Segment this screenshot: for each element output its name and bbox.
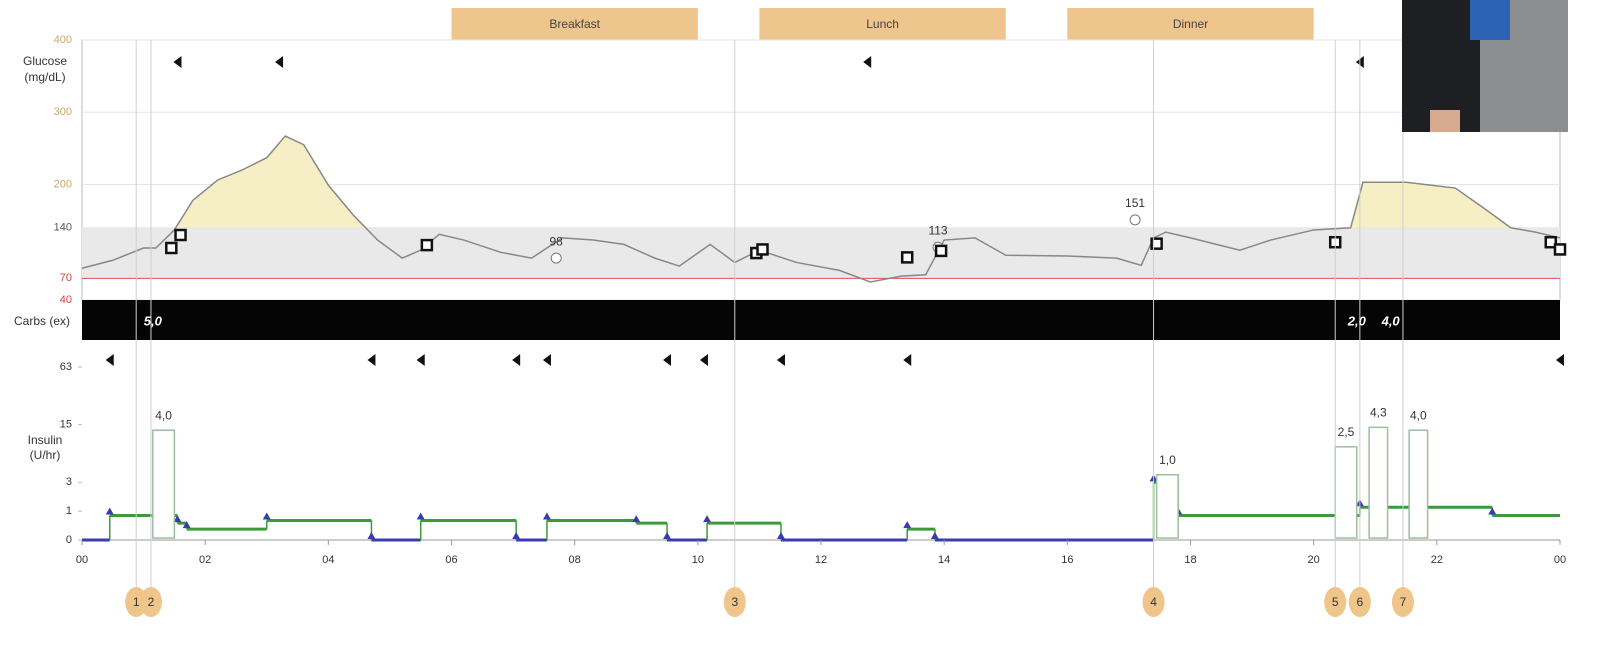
meter-reading bbox=[936, 246, 946, 256]
x-tick-label: 12 bbox=[815, 554, 827, 566]
bolus-label: 2,5 bbox=[1338, 425, 1355, 439]
basal-change-marker bbox=[367, 532, 375, 539]
event-marker bbox=[777, 354, 785, 366]
event-marker bbox=[663, 354, 671, 366]
basal-change-marker bbox=[512, 532, 520, 539]
x-tick-label: 18 bbox=[1184, 554, 1196, 566]
basal-change-marker bbox=[263, 512, 271, 519]
y-tick-label: 3 bbox=[66, 476, 72, 488]
event-marker bbox=[700, 354, 708, 366]
basal-change-marker bbox=[663, 532, 671, 539]
meter-reading bbox=[176, 230, 186, 240]
photo-inset bbox=[1402, 0, 1568, 132]
glucose-axis-label: Glucose bbox=[23, 54, 67, 68]
y-tick-label: 70 bbox=[60, 272, 72, 284]
x-tick-label: 16 bbox=[1061, 554, 1073, 566]
carb-label: 4,0 bbox=[1381, 313, 1401, 328]
reading-label: 98 bbox=[550, 234, 564, 248]
y-tick-label: 1 bbox=[66, 505, 72, 517]
bolus-bar bbox=[1409, 430, 1427, 538]
meter-reading bbox=[166, 243, 176, 253]
insulin-axis-label: Insulin bbox=[28, 433, 63, 447]
y-tick-label: 300 bbox=[54, 106, 72, 118]
y-tick-label: 140 bbox=[54, 222, 72, 234]
basal-change-marker bbox=[417, 512, 425, 519]
bolus-bar bbox=[1335, 447, 1357, 538]
event-marker bbox=[512, 354, 520, 366]
x-tick-label: 20 bbox=[1308, 554, 1320, 566]
meter-reading bbox=[1555, 244, 1565, 254]
bolus-label: 1,0 bbox=[1159, 453, 1176, 467]
bolus-bar bbox=[1157, 475, 1179, 538]
bolus-bar bbox=[153, 430, 175, 538]
carbs-band bbox=[82, 300, 1560, 340]
event-marker bbox=[543, 354, 551, 366]
basal-change-marker bbox=[543, 512, 551, 519]
meal-label: Breakfast bbox=[549, 17, 600, 31]
reading-label: 113 bbox=[928, 223, 947, 237]
y-tick-label: 0 bbox=[66, 534, 72, 546]
basal-change-marker bbox=[106, 508, 114, 515]
meter-reading bbox=[757, 244, 767, 254]
event-label: 1 bbox=[133, 595, 140, 609]
bolus-label: 4,0 bbox=[155, 408, 172, 422]
event-marker bbox=[417, 354, 425, 366]
event-label: 5 bbox=[1332, 595, 1339, 609]
event-label: 6 bbox=[1357, 595, 1364, 609]
event-label: 4 bbox=[1150, 595, 1157, 609]
x-tick-label: 06 bbox=[445, 554, 457, 566]
x-tick-label: 22 bbox=[1431, 554, 1443, 566]
event-marker bbox=[367, 354, 375, 366]
reading-point bbox=[551, 253, 561, 263]
x-tick-label: 14 bbox=[938, 554, 950, 566]
x-tick-label: 08 bbox=[569, 554, 581, 566]
x-tick-label: 02 bbox=[199, 554, 211, 566]
meal-label: Lunch bbox=[866, 17, 899, 31]
x-tick-label: 00 bbox=[1554, 554, 1566, 566]
y-tick-label: 15 bbox=[60, 419, 72, 431]
chart: BreakfastLunchDinner4070140200300400Gluc… bbox=[0, 0, 1622, 652]
basal-change-marker bbox=[903, 521, 911, 528]
event-label: 7 bbox=[1400, 595, 1407, 609]
insulin-axis-unit: (U/hr) bbox=[30, 448, 61, 462]
reading-point bbox=[1130, 215, 1140, 225]
event-label: 2 bbox=[148, 595, 155, 609]
meal-label: Dinner bbox=[1173, 17, 1208, 31]
basal-change-marker bbox=[632, 515, 640, 522]
y-tick-label: 40 bbox=[60, 294, 72, 306]
carb-label: 5,0 bbox=[144, 313, 163, 328]
basal-change-marker bbox=[703, 515, 711, 522]
y-tick-label: 63 bbox=[60, 361, 72, 373]
event-label: 3 bbox=[731, 595, 738, 609]
x-tick-label: 04 bbox=[322, 554, 334, 566]
carb-label: 2,0 bbox=[1347, 313, 1367, 328]
bolus-label: 4,0 bbox=[1410, 408, 1427, 422]
carbs-axis-label: Carbs (ex) bbox=[14, 314, 70, 328]
x-tick-label: 10 bbox=[692, 554, 704, 566]
reading-label: 151 bbox=[1125, 196, 1145, 210]
y-tick-label: 400 bbox=[54, 34, 72, 46]
event-marker bbox=[903, 354, 911, 366]
glucose-axis-unit: (mg/dL) bbox=[24, 70, 65, 84]
target-range bbox=[82, 228, 1560, 279]
bolus-bar bbox=[1369, 427, 1387, 538]
x-tick-label: 00 bbox=[76, 554, 88, 566]
meter-reading bbox=[902, 252, 912, 262]
basal-change-marker bbox=[931, 532, 939, 539]
bolus-label: 4,3 bbox=[1370, 406, 1387, 420]
event-marker bbox=[1556, 354, 1564, 366]
basal-change-marker bbox=[777, 532, 785, 539]
y-tick-label: 200 bbox=[54, 178, 72, 190]
meter-reading bbox=[422, 240, 432, 250]
event-marker bbox=[106, 354, 114, 366]
